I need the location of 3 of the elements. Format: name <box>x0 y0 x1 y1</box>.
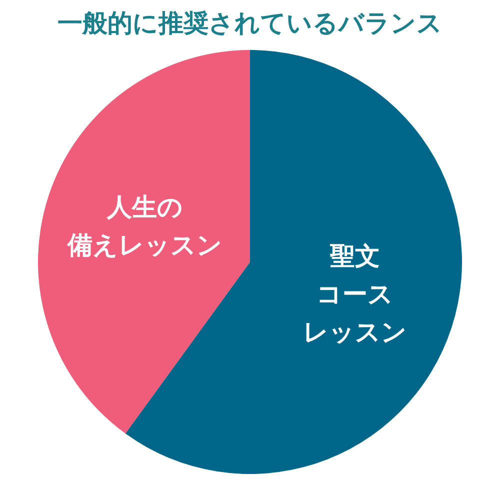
slice-label: 聖文コースレッスン <box>302 242 407 347</box>
chart-title: 一般的に推奨されているバランス <box>58 8 442 38</box>
slice-label: 人生の備えレッスン <box>66 192 223 260</box>
